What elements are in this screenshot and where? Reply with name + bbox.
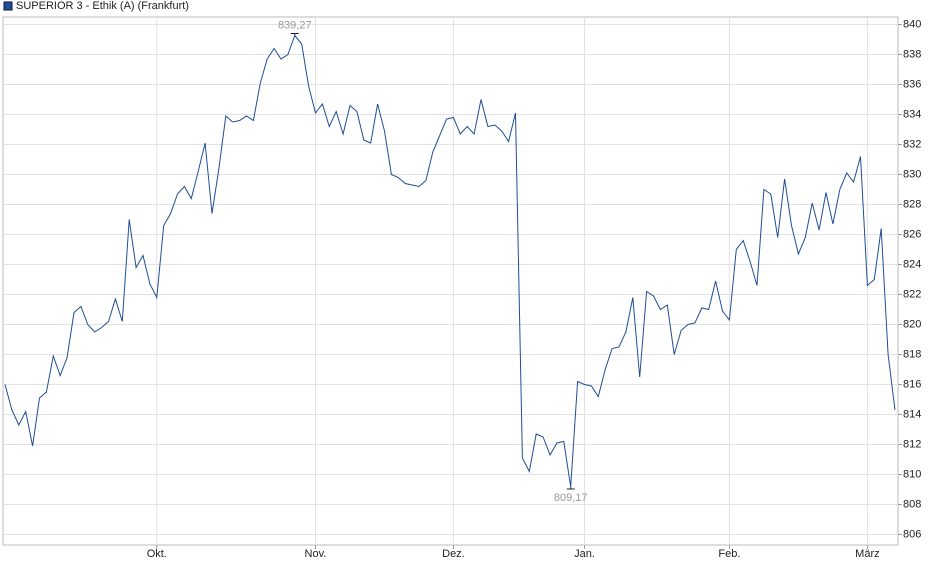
legend-label: SUPERIOR 3 - Ethik (A) (Frankfurt) <box>16 0 189 12</box>
x-tick-label: Okt. <box>147 548 167 560</box>
y-tick-label: 814 <box>903 408 921 420</box>
y-tick-label: 836 <box>903 78 921 90</box>
y-tick-label: 824 <box>903 258 921 270</box>
y-tick-label: 830 <box>903 168 921 180</box>
y-tick-label: 840 <box>903 18 921 30</box>
y-tick-label: 828 <box>903 198 921 210</box>
extreme-label: 839,27 <box>278 19 312 31</box>
y-tick-label: 812 <box>903 438 921 450</box>
y-tick-label: 838 <box>903 48 921 60</box>
y-tick-label: 820 <box>903 318 921 330</box>
y-tick-label: 832 <box>903 138 921 150</box>
y-tick-label: 808 <box>903 498 921 510</box>
y-tick-label: 810 <box>903 468 921 480</box>
plot-frame <box>2 16 899 546</box>
x-tick-label: Jan. <box>574 548 595 560</box>
x-tick-label: Feb. <box>718 548 740 560</box>
x-tick-label: Nov. <box>305 548 327 560</box>
y-tick-label: 818 <box>903 348 921 360</box>
y-tick-label: 826 <box>903 228 921 240</box>
price-line <box>4 34 896 487</box>
extreme-marker <box>290 32 299 36</box>
x-tick-label: Dez. <box>442 548 465 560</box>
y-tick-label: 822 <box>903 288 921 300</box>
y-tick-label: 806 <box>903 528 921 540</box>
y-tick-label: 816 <box>903 378 921 390</box>
legend-swatch <box>3 1 13 11</box>
y-tick-label: 834 <box>903 108 921 120</box>
x-tick-label: März <box>855 548 879 560</box>
extreme-marker <box>566 486 575 490</box>
extreme-label: 809,17 <box>554 492 588 504</box>
